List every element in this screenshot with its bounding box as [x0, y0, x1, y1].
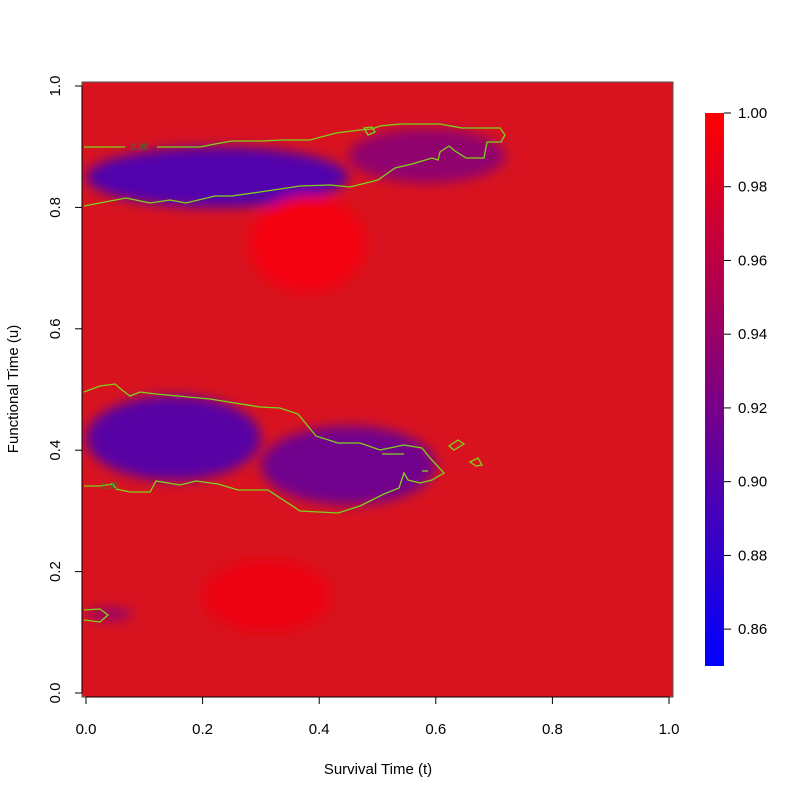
colorbar-tick-label-7: 1.00: [738, 105, 767, 122]
heatmap-region-1: [348, 128, 506, 184]
contour-lower-small-a: [447, 439, 466, 451]
contour-lower-band: [83, 383, 446, 514]
heatmap-region-6: [202, 559, 331, 633]
y-tick-label-3: 0.6: [47, 318, 64, 339]
heatmap-region-0: [86, 146, 349, 208]
heatmap-region-2: [86, 395, 261, 481]
heatmap-region-3: [260, 425, 436, 505]
colorbar: 0.86 0.88 0.90 0.92 0.94 0.96 0.98 1.00: [705, 105, 767, 666]
colorbar-tick-label-6: 0.98: [738, 179, 767, 196]
y-axis-title: Functional Time (u): [5, 325, 22, 453]
heatmap-region-5: [249, 195, 366, 293]
y-tick-label-4: 0.8: [47, 197, 64, 218]
contour-upper-band: [83, 123, 506, 207]
x-tick-label-3: 0.6: [425, 721, 446, 738]
heatmap-region-4: [86, 608, 133, 621]
contour-label-upper: 0.95: [131, 142, 149, 152]
contour-lower-small-b: [468, 457, 484, 467]
contour-bottom-small: [83, 608, 110, 623]
x-axis-title: Survival Time (t): [324, 761, 432, 778]
colorbar-tick-label-2: 0.90: [738, 474, 767, 491]
y-tick-label-1: 0.2: [47, 561, 64, 582]
x-tick-label-5: 1.0: [659, 721, 680, 738]
colorbar-ramp: [705, 113, 724, 666]
y-axis: 0.0 0.2 0.4 0.6 0.8 1.0: [47, 76, 83, 704]
colorbar-tick-label-3: 0.92: [738, 400, 767, 417]
colorbar-tick-label-0: 0.86: [738, 621, 767, 638]
contour-upper-small: [362, 126, 376, 136]
y-tick-label-2: 0.4: [47, 440, 64, 461]
heatmap-area: 0.95 0.95: [82, 82, 673, 697]
x-axis: 0.0 0.2 0.4 0.6 0.8 1.0: [76, 696, 680, 738]
colorbar-tick-label-1: 0.88: [738, 547, 767, 564]
y-tick-label-0: 0.0: [47, 683, 64, 704]
colorbar-tick-label-5: 0.96: [738, 252, 767, 269]
contour-lines: [83, 123, 506, 623]
x-tick-label-1: 0.2: [192, 721, 213, 738]
heatmap-regions: [86, 128, 506, 633]
x-tick-label-2: 0.4: [309, 721, 330, 738]
contour-label-lower: 0.95: [101, 481, 119, 491]
colorbar-tick-label-4: 0.94: [738, 326, 767, 343]
x-tick-label-4: 0.8: [542, 721, 563, 738]
colorbar-ticks: 0.86 0.88 0.90 0.92 0.94 0.96 0.98 1.00: [724, 105, 767, 638]
x-tick-label-0: 0.0: [76, 721, 97, 738]
y-tick-label-5: 1.0: [47, 76, 64, 97]
